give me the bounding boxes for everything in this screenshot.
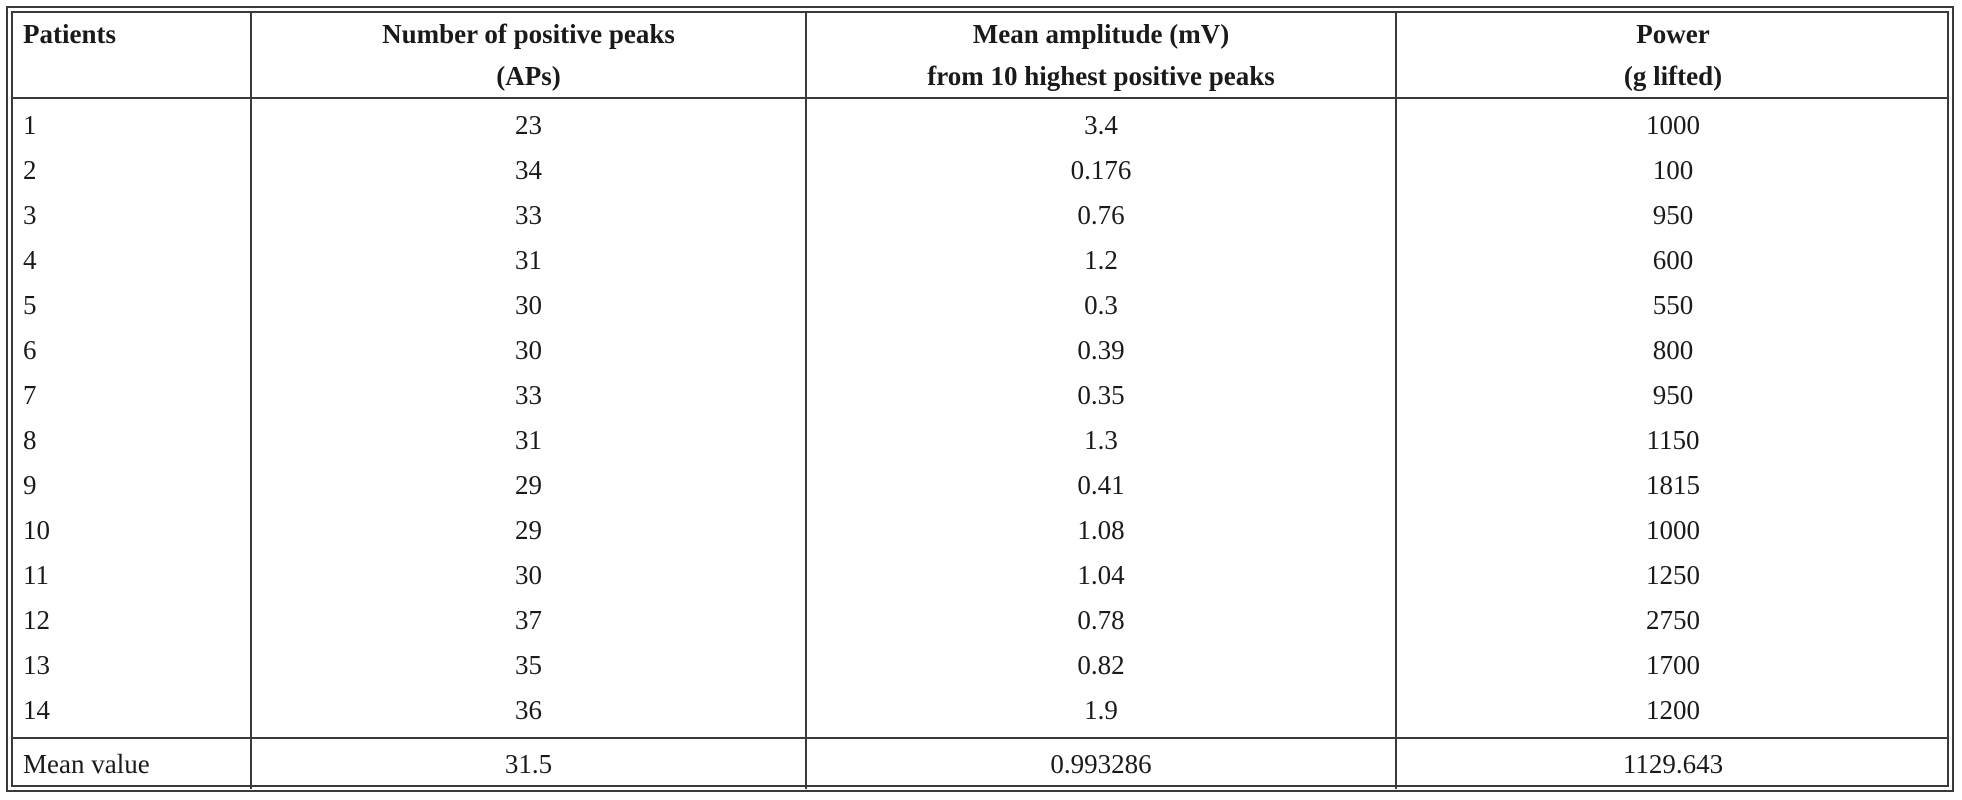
table-row: 6 30 0.39 800 — [11, 328, 1949, 373]
cell-power: 100 — [1395, 148, 1949, 193]
cell-positive-peaks: 31 — [250, 418, 806, 463]
cell-positive-peaks: 33 — [250, 373, 806, 418]
cell-mean-amplitude: 0.39 — [805, 328, 1396, 373]
header-line: Number of positive peaks — [382, 19, 675, 49]
table-row: 1 23 3.4 1000 — [11, 98, 1949, 148]
table-row: 12 37 0.78 2750 — [11, 598, 1949, 643]
table-row: 5 30 0.3 550 — [11, 283, 1949, 328]
cell-mean-amplitude: 0.78 — [805, 598, 1396, 643]
cell-mean-amplitude: 0.76 — [805, 193, 1396, 238]
cell-mean-amplitude: 3.4 — [805, 98, 1396, 148]
cell-mean-amplitude: 0.3 — [805, 283, 1396, 328]
cell-power: 600 — [1395, 238, 1949, 283]
cell-mean-amplitude: 1.2 — [805, 238, 1396, 283]
table-row: 2 34 0.176 100 — [11, 148, 1949, 193]
table-row: 13 35 0.82 1700 — [11, 643, 1949, 688]
cell-patient-number: 6 — [23, 335, 37, 365]
cell-patient-number: 14 — [23, 695, 50, 725]
mean-amplitude: 0.993286 — [805, 737, 1396, 789]
table-header-row: Patients Number of positive peaks (APs) … — [11, 11, 1949, 99]
cell-power: 800 — [1395, 328, 1949, 373]
header-line: Patients — [23, 19, 116, 49]
mean-value-row: Mean value 31.5 0.993286 1129.643 — [11, 737, 1949, 789]
cell-positive-peaks: 29 — [250, 463, 806, 508]
cell-power: 1000 — [1395, 98, 1949, 148]
cell-mean-amplitude: 0.176 — [805, 148, 1396, 193]
cell-patient-number: 11 — [23, 560, 49, 590]
cell-power: 1700 — [1395, 643, 1949, 688]
cell-patient-number: 12 — [23, 605, 50, 635]
cell-patient-number: 9 — [23, 470, 37, 500]
table-outer-border — [6, 6, 1954, 792]
mean-value-label: Mean value — [11, 737, 251, 789]
column-header-positive-peaks: Number of positive peaks (APs) — [250, 11, 806, 99]
column-header-patients: Patients — [11, 11, 251, 99]
cell-power: 1250 — [1395, 553, 1949, 598]
cell-power: 1000 — [1395, 508, 1949, 553]
header-line: (APs) — [496, 61, 561, 91]
cell-patient-number: 13 — [23, 650, 50, 680]
cell-positive-peaks: 33 — [250, 193, 806, 238]
cell-power: 1815 — [1395, 463, 1949, 508]
header-line: Power — [1636, 19, 1710, 49]
cell-positive-peaks: 30 — [250, 283, 806, 328]
cell-patient-number: 3 — [23, 200, 37, 230]
cell-patient-number: 4 — [23, 245, 37, 275]
cell-mean-amplitude: 1.9 — [805, 688, 1396, 738]
table-body: 1 23 3.4 1000 2 34 0.176 100 3 33 0.76 950 4 31 1.2 600… — [11, 98, 1949, 738]
table-row: 8 31 1.3 1150 — [11, 418, 1949, 463]
cell-power: 950 — [1395, 373, 1949, 418]
header-line: from 10 highest positive peaks — [927, 61, 1275, 91]
cell-patient-number: 10 — [23, 515, 50, 545]
cell-positive-peaks: 36 — [250, 688, 806, 738]
mean-power: 1129.643 — [1395, 737, 1949, 789]
cell-power: 550 — [1395, 283, 1949, 328]
cell-patient-number: 5 — [23, 290, 37, 320]
cell-power: 2750 — [1395, 598, 1949, 643]
mean-positive-peaks: 31.5 — [250, 737, 806, 789]
table-row: 14 36 1.9 1200 — [11, 688, 1949, 738]
table-row: 10 29 1.08 1000 — [11, 508, 1949, 553]
cell-mean-amplitude: 0.41 — [805, 463, 1396, 508]
cell-positive-peaks: 37 — [250, 598, 806, 643]
cell-power: 1200 — [1395, 688, 1949, 738]
cell-mean-amplitude: 0.82 — [805, 643, 1396, 688]
table-row: 11 30 1.04 1250 — [11, 553, 1949, 598]
header-line: Mean amplitude (mV) — [972, 19, 1230, 49]
patients-data-table: Patients Number of positive peaks (APs) … — [11, 11, 1949, 789]
table-row: 3 33 0.76 950 — [11, 193, 1949, 238]
cell-mean-amplitude: 1.04 — [805, 553, 1396, 598]
cell-patient-number: 8 — [23, 425, 37, 455]
cell-patient-number: 2 — [23, 155, 37, 185]
cell-patient-number: 7 — [23, 380, 37, 410]
cell-positive-peaks: 35 — [250, 643, 806, 688]
cell-power: 1150 — [1395, 418, 1949, 463]
cell-power: 950 — [1395, 193, 1949, 238]
cell-mean-amplitude: 1.3 — [805, 418, 1396, 463]
table-row: 4 31 1.2 600 — [11, 238, 1949, 283]
table-row: 7 33 0.35 950 — [11, 373, 1949, 418]
cell-positive-peaks: 23 — [250, 98, 806, 148]
cell-positive-peaks: 30 — [250, 553, 806, 598]
cell-positive-peaks: 34 — [250, 148, 806, 193]
cell-positive-peaks: 30 — [250, 328, 806, 373]
cell-mean-amplitude: 1.08 — [805, 508, 1396, 553]
column-header-power: Power (g lifted) — [1395, 11, 1949, 99]
column-header-mean-amplitude: Mean amplitude (mV) from 10 highest posi… — [805, 11, 1396, 99]
cell-patient-number: 1 — [23, 110, 37, 140]
header-line: (g lifted) — [1623, 61, 1723, 91]
cell-positive-peaks: 31 — [250, 238, 806, 283]
cell-mean-amplitude: 0.35 — [805, 373, 1396, 418]
cell-positive-peaks: 29 — [250, 508, 806, 553]
table-row: 9 29 0.41 1815 — [11, 463, 1949, 508]
